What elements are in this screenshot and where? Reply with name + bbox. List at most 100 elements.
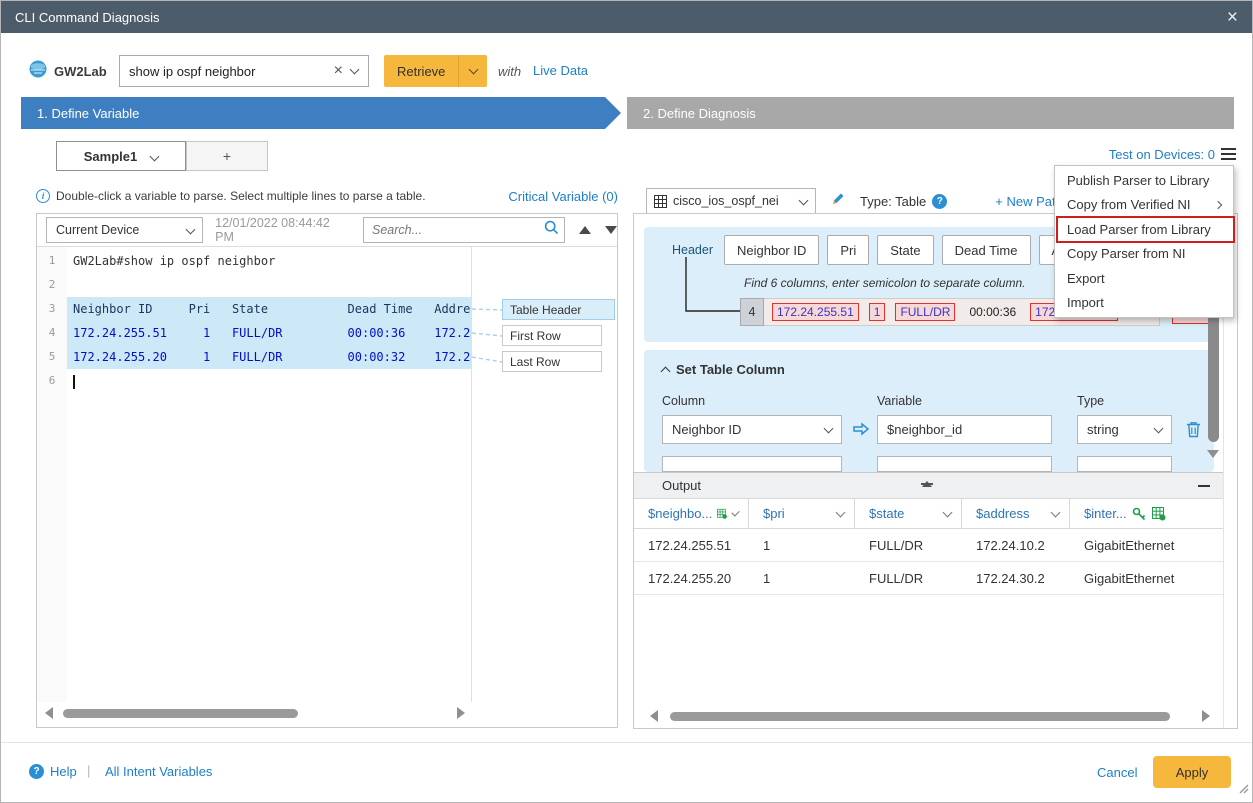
command-input[interactable] (120, 63, 328, 79)
output-col-address[interactable]: $address (962, 499, 1070, 528)
search-box (363, 217, 565, 243)
with-label: with (498, 64, 522, 79)
label-last-row[interactable]: Last Row (502, 351, 602, 372)
menu-item-copy-from-verified-ni[interactable]: Copy from Verified NI (1055, 193, 1233, 218)
column-button-neighbor-id[interactable]: Neighbor ID (724, 235, 820, 265)
chevron-down-icon[interactable] (835, 507, 846, 518)
scroll-right-icon[interactable] (1202, 710, 1210, 722)
search-input[interactable] (364, 223, 537, 237)
parser-selector[interactable]: cisco_ios_ospf_nei (646, 188, 816, 214)
scroll-left-icon[interactable] (45, 707, 53, 719)
add-sample-tab[interactable]: + (186, 141, 268, 171)
output-expand-handle[interactable] (917, 464, 937, 487)
scroll-left-icon[interactable] (650, 710, 658, 722)
all-intent-variables-link[interactable]: All Intent Variables (105, 764, 213, 779)
editor-code[interactable]: GW2Lab#show ip ospf neighbor Neighbor ID… (67, 249, 471, 393)
output-col-pri[interactable]: $pri (749, 499, 855, 528)
output-horizontal-scrollbar[interactable] (650, 710, 1210, 722)
menu-icon[interactable] (1221, 148, 1236, 163)
resize-grip-icon[interactable] (1238, 781, 1249, 799)
tab-sample1[interactable]: Sample1 (56, 141, 186, 171)
device-name: GW2Lab (54, 64, 107, 79)
output-col-neighbor[interactable]: $neighbo... (634, 499, 749, 528)
chevron-down-icon[interactable] (942, 507, 953, 518)
type-select[interactable]: string (1077, 415, 1172, 444)
editor-line-last-row[interactable]: 172.24.255.20 1 FULL/DR 00:00:32 172.24.… (67, 345, 471, 369)
column-button-pri[interactable]: Pri (827, 235, 870, 265)
label-first-row[interactable]: First Row (502, 325, 602, 346)
tab-sample1-dropdown-icon[interactable] (149, 151, 160, 161)
critical-variable-link[interactable]: Critical Variable (0) (508, 188, 618, 204)
clear-command-icon[interactable]: × (333, 62, 343, 79)
search-prev-icon[interactable] (579, 226, 591, 234)
scroll-thumb[interactable] (63, 708, 298, 718)
parser-name: cisco_ios_ospf_nei (673, 194, 779, 208)
device-selector[interactable]: Current Device (46, 217, 204, 243)
scroll-thumb[interactable] (1208, 302, 1219, 442)
minimize-icon[interactable] (1198, 484, 1210, 487)
menu-item-import[interactable]: Import (1067, 295, 1104, 311)
help-icon[interactable]: ? (29, 764, 44, 779)
help-link[interactable]: Help (50, 764, 77, 779)
command-dropdown-icon[interactable] (349, 64, 360, 75)
editor-line-cursor[interactable] (67, 369, 471, 393)
delete-row-icon[interactable] (1186, 421, 1201, 443)
cancel-button[interactable]: Cancel (1097, 765, 1138, 780)
apply-button[interactable]: Apply (1153, 756, 1231, 788)
output-row[interactable]: 172.24.255.51 1 FULL/DR 172.24.10.2 Giga… (634, 529, 1223, 562)
scroll-thumb[interactable] (670, 711, 1170, 721)
parser-vertical-scrollbar[interactable] (1207, 214, 1220, 472)
label-table-header[interactable]: Table Header (502, 299, 615, 320)
triangle-up-icon (922, 464, 932, 487)
editor-line[interactable]: GW2Lab#show ip ospf neighbor (73, 254, 276, 268)
output-col-state[interactable]: $state (855, 499, 962, 528)
retrieve-button[interactable]: Retrieve (397, 63, 446, 79)
step-define-variable[interactable]: 1. Define Variable (21, 97, 621, 129)
step-define-diagnosis[interactable]: 2. Define Diagnosis (627, 97, 1234, 129)
header-connector (685, 257, 740, 312)
set-table-column-title[interactable]: Set Table Column (660, 362, 785, 377)
token-pri[interactable]: 1 (868, 303, 886, 321)
sample-editor-panel: Current Device 12/01/2022 08:44:42 PM 12… (36, 213, 618, 728)
scroll-down-icon[interactable] (1207, 450, 1219, 458)
chevron-down-icon[interactable] (1050, 507, 1061, 518)
live-data-link[interactable]: Live Data (533, 63, 588, 78)
partial-variable-input[interactable] (877, 456, 1052, 472)
set-table-column-box: Set Table Column Column Variable Type Ne… (644, 350, 1214, 472)
column-select[interactable]: Neighbor ID (662, 415, 842, 444)
close-icon[interactable]: × (1226, 6, 1238, 28)
editor-line[interactable] (67, 273, 471, 297)
chevron-down-icon (185, 224, 196, 234)
partial-type-select[interactable] (1077, 456, 1172, 472)
test-on-devices-link[interactable]: Test on Devices: 0 (1108, 147, 1215, 162)
output-col-interface[interactable]: $inter... (1070, 499, 1223, 528)
menu-item-export[interactable]: Export (1067, 270, 1105, 286)
menu-item-load-parser-from-library[interactable]: Load Parser from Library (1055, 216, 1235, 242)
edit-parser-icon[interactable] (830, 191, 846, 212)
variable-input[interactable]: $neighbor_id (877, 415, 1052, 444)
token-dead-time[interactable]: 00:00:36 (969, 305, 1017, 319)
editor-horizontal-scrollbar[interactable] (45, 707, 465, 719)
sample-timestamp: 12/01/2022 08:44:42 PM (215, 216, 330, 244)
menu-item-publish-parser[interactable]: Publish Parser to Library (1067, 172, 1210, 188)
output-row[interactable]: 172.24.255.20 1 FULL/DR 172.24.30.2 Giga… (634, 562, 1223, 595)
scroll-right-icon[interactable] (457, 707, 465, 719)
menu-item-copy-parser-from-ni[interactable]: Copy Parser from NI (1067, 246, 1186, 262)
column-button-state[interactable]: State (877, 235, 934, 265)
partial-column-select[interactable] (662, 456, 842, 472)
help-badge-icon[interactable]: ? (932, 193, 948, 209)
command-bar: GW2Lab × Retrieve with Live Data (1, 53, 1252, 89)
token-neighbor-id[interactable]: 172.24.255.51 (772, 303, 859, 321)
hint-row: i Double-click a variable to parse. Sele… (36, 187, 618, 205)
command-input-wrap: × (119, 55, 369, 87)
token-state[interactable]: FULL/DR (895, 303, 956, 321)
editor-line-first-row[interactable]: 172.24.255.51 1 FULL/DR 00:00:36 172.24.… (67, 321, 471, 345)
chevron-down-icon[interactable] (730, 508, 740, 517)
editor-line-table-header[interactable]: Neighbor ID Pri State Dead Time Address (67, 297, 471, 321)
search-icon[interactable] (537, 220, 566, 240)
retrieve-dropdown-button[interactable] (459, 55, 487, 87)
column-button-dead-time[interactable]: Dead Time (941, 235, 1031, 265)
search-next-icon[interactable] (605, 226, 617, 234)
